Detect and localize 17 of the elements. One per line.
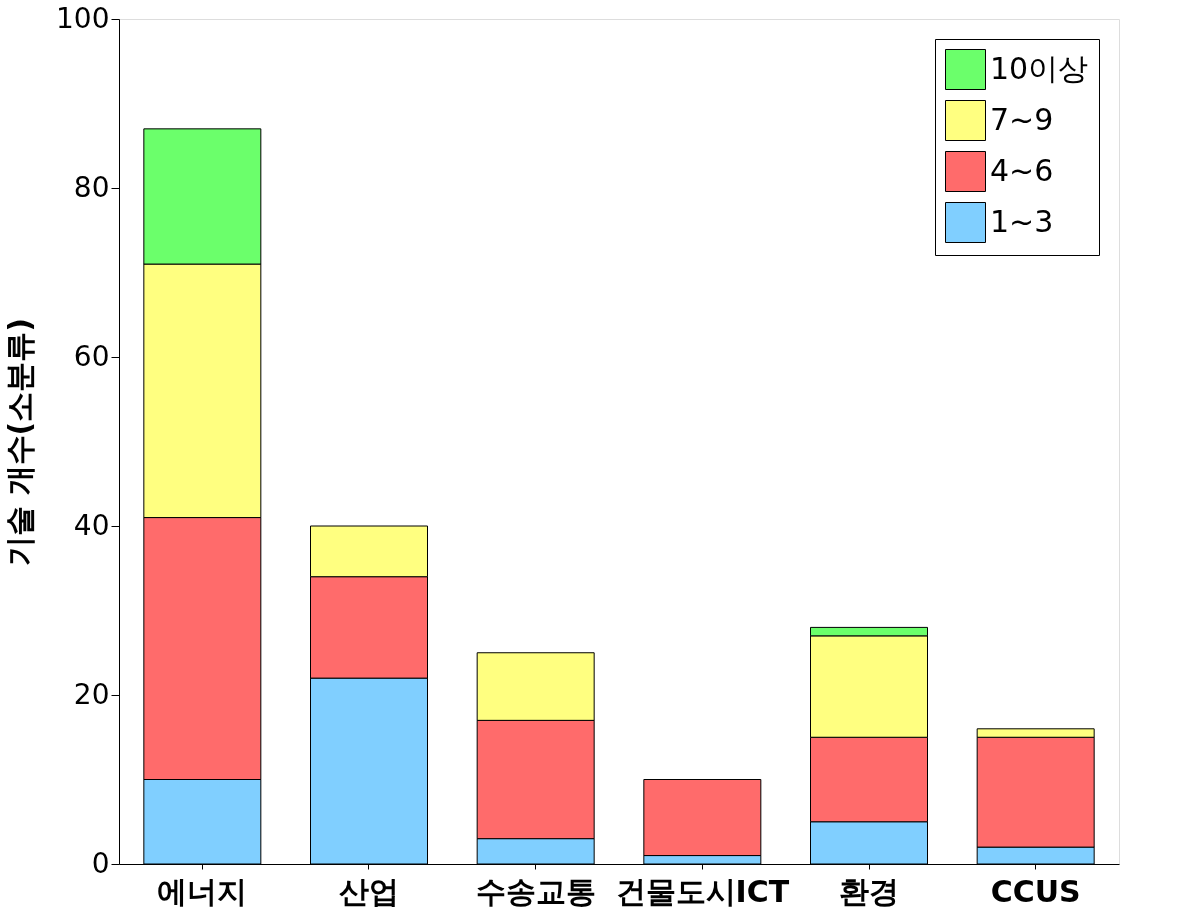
y-tick-label: 40 (73, 508, 110, 542)
y-tick-label: 80 (73, 170, 110, 204)
x-tick-label: 환경 (839, 873, 899, 909)
x-tick-label: 수송교통 (475, 873, 596, 909)
legend-label: 1~3 (990, 203, 1054, 239)
y-tick-label: 60 (73, 339, 110, 373)
x-tick-label: 산업 (339, 873, 399, 909)
y-axis-title: 기술 개수(소분류) (2, 318, 38, 566)
y-tick-label: 0 (91, 846, 110, 880)
y-tick-label: 20 (73, 677, 110, 711)
y-tick-label: 100 (56, 1, 110, 35)
x-tick-label: CCUS (990, 873, 1081, 909)
legend-label: 7~9 (990, 101, 1054, 137)
x-tick-label: 건물도시ICT (615, 873, 790, 909)
x-tick-label: 에너지 (157, 873, 248, 909)
legend-label: 4~6 (990, 152, 1054, 188)
legend-label: 10이상 (990, 50, 1089, 86)
